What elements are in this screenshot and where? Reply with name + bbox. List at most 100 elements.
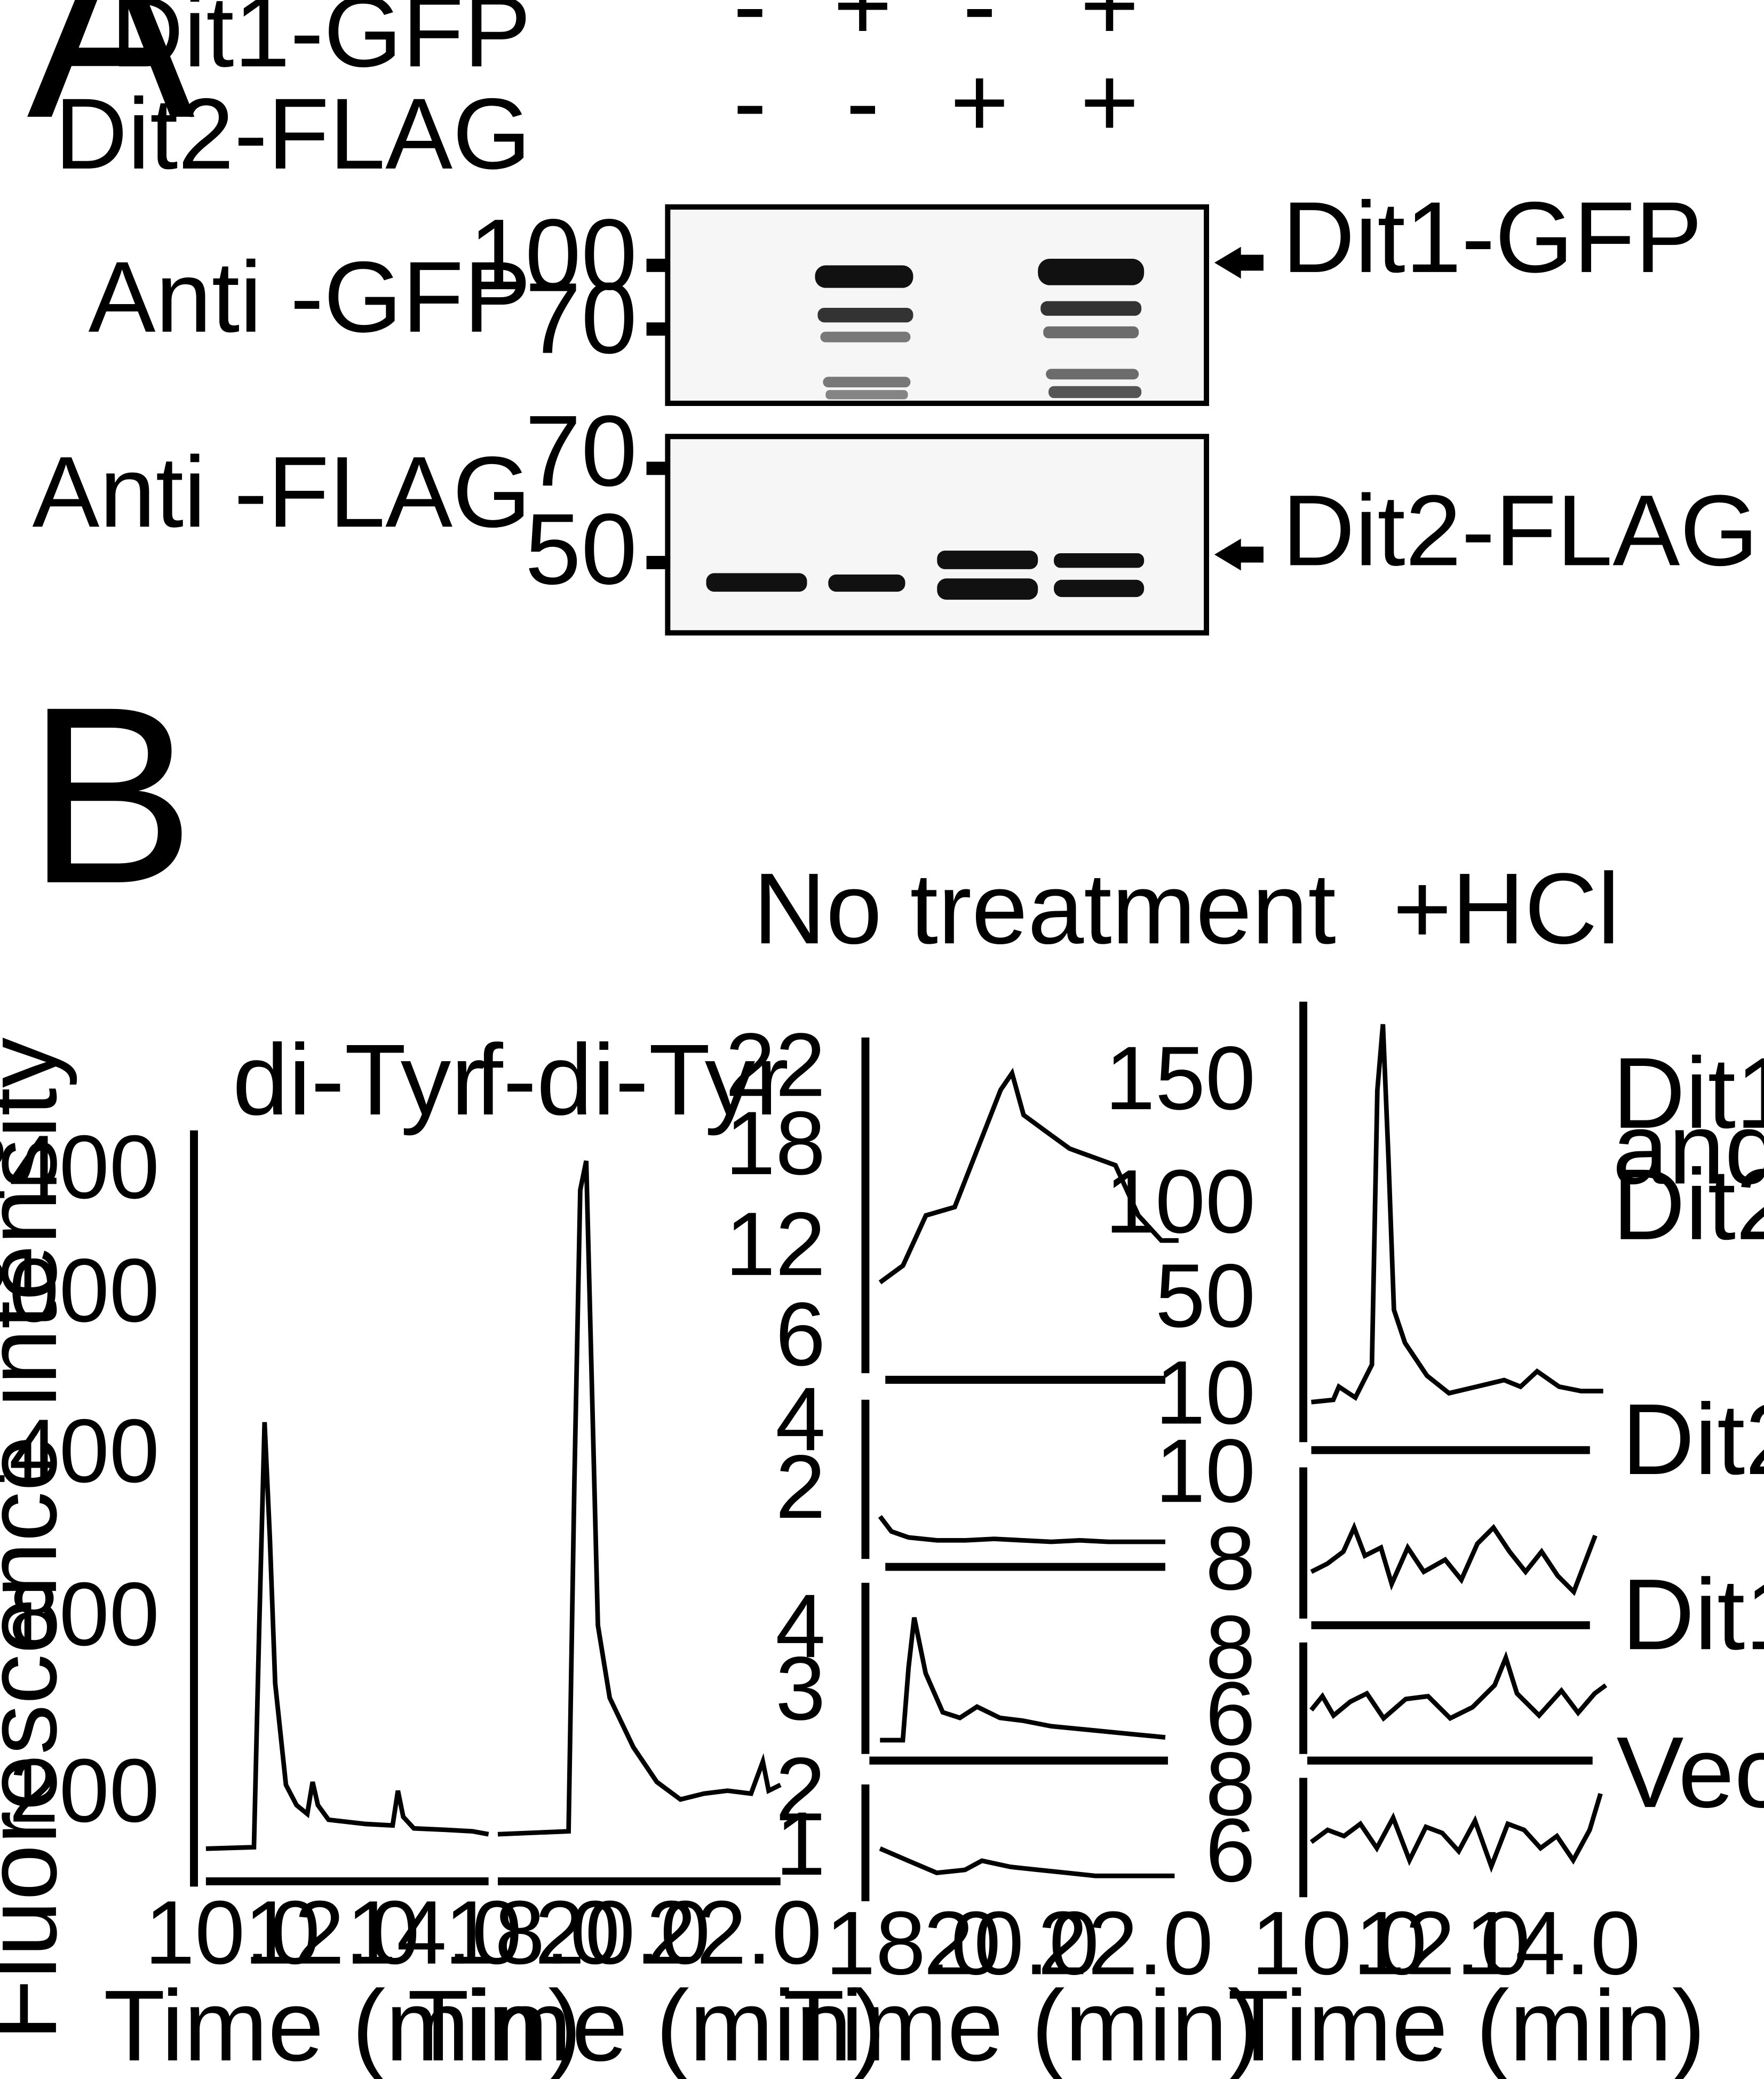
marker-70: 70 [525, 262, 637, 375]
marker-tick [646, 556, 668, 569]
chromatogram-line [1310, 1522, 1598, 1596]
x-tick-label: 14.0 [346, 1882, 522, 1983]
y-tick-label: 200 [9, 1740, 160, 1841]
y-tick-label: 800 [9, 1564, 160, 1664]
blot-row-label-dit2: Dit2-FLAG [55, 78, 531, 190]
chromatogram-traces [205, 1024, 1608, 1878]
panel-label-b: B [27, 655, 195, 936]
marker-tick [646, 461, 668, 475]
x-ticks-f-di-tyr: 18.0 20.0 22.0 [444, 1882, 822, 1983]
y-tick-label: 1400 [0, 1400, 160, 1501]
x-tick-label: 18.0 [444, 1882, 620, 1983]
lane-sign: - [733, 0, 767, 62]
x-tick-label: 20.0 [924, 1893, 1099, 1994]
row-label-dit2: Dit2 [1622, 1383, 1764, 1496]
x-tick-label: 12.0 [244, 1882, 420, 1983]
band [825, 390, 908, 400]
lane-sign: + [1080, 46, 1139, 158]
x-ticks-hcl: 10.0 12.0 14.0 [1251, 1893, 1641, 1994]
gfp-arrow-label: Dit1-GFP [1282, 181, 1703, 294]
arrow-left-icon [1214, 246, 1264, 279]
y-tick-label: 4 [775, 1368, 825, 1469]
x-tick-label: 12.0 [1355, 1893, 1530, 1994]
lane-sign: + [1080, 0, 1139, 62]
band [1040, 301, 1142, 316]
y-tick-label: 3 [775, 1638, 825, 1739]
x-tick-label: 18.0 [825, 1893, 1001, 1994]
y-tick-label: 18 [725, 1093, 825, 1193]
chromatogram-line [1311, 1024, 1603, 1405]
x-axis-label: Time (min) [104, 1970, 582, 2079]
y-tick-label: 2000 [0, 1240, 160, 1341]
lane-signs-row-2: - - + + [733, 46, 1139, 158]
standard-title-di-tyr: di-Tyr [233, 1024, 484, 1136]
row-label-vector: Vector [1617, 1716, 1764, 1829]
y-axis-label: Fluorescence intensity [0, 1037, 78, 2041]
band [937, 551, 1038, 569]
lane-sign: - [846, 46, 879, 158]
x-ticks-di-tyr: 10.0 12.0 14.0 [145, 1882, 522, 1983]
lane-sign: - [963, 0, 996, 62]
y-tick-label: 150 [1105, 1027, 1256, 1128]
flag-arrow-label: Dit2-FLAG [1282, 474, 1759, 587]
flag-bands [706, 551, 1145, 600]
x-axis-label: Time (min) [1228, 1970, 1706, 2079]
chromatogram-line [497, 1160, 782, 1837]
x-tick-label: 22.0 [1038, 1893, 1213, 1994]
y-tick-label: 8 [1205, 1733, 1256, 1834]
y-tick-label: 8 [1205, 1508, 1256, 1608]
y-tick-label: 50 [1155, 1245, 1256, 1346]
column-title-hcl: +HCl [1393, 853, 1619, 965]
standard-title-f-di-tyr: f-di-Tyr [475, 1024, 789, 1136]
x-ticks-no-treatment: 18.0 20.0 22.0 [825, 1893, 1213, 1994]
y-tick-label: 22 [725, 1014, 825, 1115]
band [823, 377, 911, 388]
band [820, 331, 911, 342]
y-tick-label: 1 [775, 1793, 825, 1894]
hcl-y-ticks: 150 100 50 10 10 8 8 6 8 6 [1105, 1027, 1256, 1900]
y-tick-label: 6 [1205, 1799, 1256, 1900]
y-tick-label: 12 [725, 1193, 825, 1294]
y-tick-label: 6 [775, 1284, 825, 1384]
gfp-bands [815, 258, 1145, 400]
lane-sign: - [733, 46, 767, 158]
flag-blot-membrane [665, 434, 1210, 636]
x-tick-label: 22.0 [646, 1882, 822, 1983]
marker-100: 100 [469, 198, 637, 311]
band [937, 578, 1038, 600]
marker-50: 50 [525, 493, 637, 606]
panel-label-a: A [27, 0, 196, 171]
chromatogram-line [1309, 1651, 1608, 1722]
no-treatment-y-ticks: 22 18 12 6 4 2 4 3 2 1 [725, 1014, 825, 1894]
y-tick-label: 10 [1155, 1342, 1256, 1443]
y-tick-label: 2 [775, 1739, 825, 1839]
row-label-dit1: Dit1 [1622, 1558, 1764, 1671]
y-tick-label: 6 [1205, 1663, 1256, 1764]
chromatogram-line [880, 1617, 1166, 1743]
x-axis-label: Time (min) [408, 1970, 886, 2079]
lane-sign: + [950, 46, 1009, 158]
band [815, 265, 913, 288]
y-tick-label: 4 [775, 1575, 825, 1676]
band [817, 307, 913, 323]
y-tick-label: 10 [1155, 1420, 1256, 1521]
band [1043, 326, 1139, 339]
chromatogram-line [879, 1846, 1175, 1878]
arrow-left-icon [1214, 538, 1264, 571]
band [1054, 553, 1145, 568]
y-tick-label: 2400 [0, 1117, 160, 1217]
chromatogram-line [205, 1422, 489, 1851]
band [828, 574, 905, 592]
band [1054, 579, 1145, 598]
y-tick-label: 2 [775, 1436, 825, 1537]
x-tick-label: 20.0 [535, 1882, 710, 1983]
flag-antibody-label: Anti -FLAG [32, 436, 531, 548]
x-tick-label: 14.0 [1465, 1893, 1641, 1994]
marker-tick [646, 322, 668, 336]
chromatogram-line [878, 1515, 1165, 1544]
x-tick-label: 10.0 [145, 1882, 320, 1983]
x-axis-label: Time (min) [783, 1970, 1261, 2079]
band [1048, 386, 1142, 399]
gfp-antibody-label: Anti -GFP [89, 241, 531, 354]
